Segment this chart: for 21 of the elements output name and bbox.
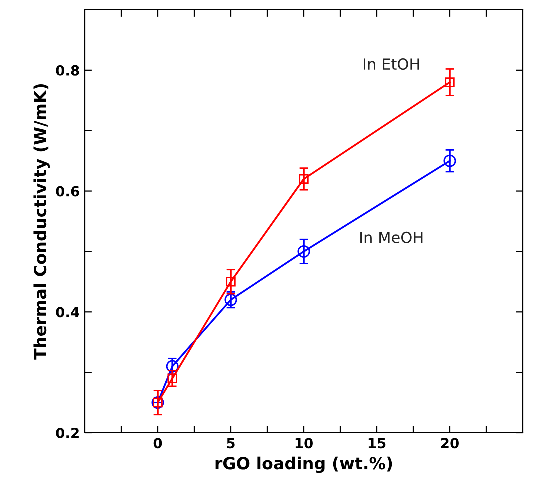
series-label: In EtOH	[364, 58, 420, 70]
x-tick-label: 10	[296, 438, 313, 449]
point	[168, 374, 178, 384]
y-tick-label: 0.2	[56, 428, 79, 438]
y-tick-label: 0.6	[56, 186, 80, 197]
y-tick-label: 0.4	[56, 307, 80, 318]
x-axis-title: rGO loading (wt.%)	[216, 456, 392, 474]
x-tick-label: 5	[227, 438, 235, 449]
series-label: In MeOH	[360, 232, 423, 244]
point	[226, 277, 236, 287]
point	[298, 245, 310, 258]
y-tick-label: 0.8	[56, 65, 80, 76]
point	[166, 360, 179, 373]
point	[445, 78, 455, 88]
x-tick-label: 15	[368, 438, 386, 449]
point	[224, 294, 238, 306]
x-tick-label: 0	[154, 438, 162, 449]
x-tick-label: 20	[441, 438, 459, 449]
point	[444, 154, 456, 168]
point	[299, 174, 309, 184]
y-axis-title: Thermal Conductivity (W/mK)	[34, 84, 50, 360]
